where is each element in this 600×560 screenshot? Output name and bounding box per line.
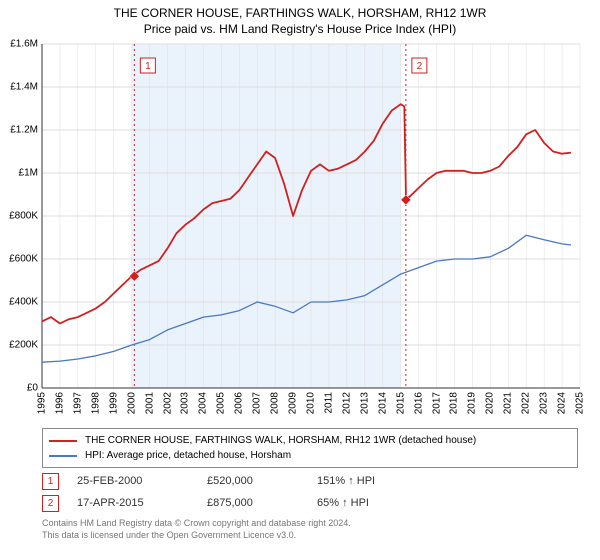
svg-text:1: 1 — [145, 61, 151, 72]
x-axis-tick-label: 2005 — [216, 392, 227, 414]
y-axis-tick-label: £200K — [9, 340, 38, 351]
x-axis-tick-label: 1995 — [37, 392, 48, 414]
x-axis-tick-label: 2000 — [126, 392, 137, 414]
sale-price-2: £875,000 — [207, 497, 317, 509]
x-axis-tick-label: 2016 — [413, 392, 424, 414]
x-axis-tick-label: 2018 — [449, 392, 460, 414]
x-axis-tick-label: 2025 — [575, 392, 586, 414]
x-axis-tick-label: 2004 — [198, 392, 209, 414]
sale-pct-2: 65% ↑ HPI — [317, 497, 467, 509]
sale-price-1: £520,000 — [207, 475, 317, 487]
footer-line-1: Contains HM Land Registry data © Crown c… — [42, 518, 351, 530]
chart-plot-area: 12 £0£200K£400K£600K£800K£1M£1.2M£1.4M£1… — [42, 44, 580, 388]
y-axis-tick-label: £1.6M — [10, 39, 38, 50]
sale-date-1: 25-FEB-2000 — [77, 475, 207, 487]
legend-swatch-subject — [49, 440, 77, 442]
chart-title-main: THE CORNER HOUSE, FARTHINGS WALK, HORSHA… — [0, 6, 600, 20]
y-axis-tick-label: £800K — [9, 211, 38, 222]
x-axis-tick-label: 2003 — [180, 392, 191, 414]
sale-date-2: 17-APR-2015 — [77, 497, 207, 509]
x-axis-tick-label: 2002 — [162, 392, 173, 414]
x-axis-tick-label: 2008 — [270, 392, 281, 414]
footer-attribution: Contains HM Land Registry data © Crown c… — [42, 518, 351, 541]
x-axis-tick-label: 2001 — [144, 392, 155, 414]
sale-marker-table: 1 25-FEB-2000 £520,000 151% ↑ HPI 2 17-A… — [42, 470, 578, 514]
x-axis-tick-label: 2013 — [359, 392, 370, 414]
y-axis-tick-label: £1.4M — [10, 82, 38, 93]
x-axis-tick-label: 2014 — [377, 392, 388, 414]
legend-label-hpi: HPI: Average price, detached house, Hors… — [85, 450, 291, 461]
y-axis-tick-label: £600K — [9, 254, 38, 265]
x-axis-tick-label: 2011 — [323, 392, 334, 414]
y-axis-tick-label: £1.2M — [10, 125, 38, 136]
x-axis-tick-label: 1999 — [108, 392, 119, 414]
line-chart-svg: 12 — [42, 44, 580, 388]
x-axis-tick-label: 2021 — [503, 392, 514, 414]
x-axis-tick-label: 2009 — [288, 392, 299, 414]
x-axis-tick-label: 2022 — [521, 392, 532, 414]
svg-text:2: 2 — [417, 61, 423, 72]
x-axis-tick-label: 1997 — [72, 392, 83, 414]
x-axis-tick-label: 2006 — [234, 392, 245, 414]
chart-title-sub: Price paid vs. HM Land Registry's House … — [0, 22, 600, 36]
legend-row-subject: THE CORNER HOUSE, FARTHINGS WALK, HORSHA… — [49, 433, 571, 448]
y-axis-tick-label: £1M — [19, 168, 38, 179]
x-axis-tick-label: 1998 — [90, 392, 101, 414]
x-axis-tick-label: 2019 — [467, 392, 478, 414]
footer-line-2: This data is licensed under the Open Gov… — [42, 530, 351, 542]
sale-row-1: 1 25-FEB-2000 £520,000 151% ↑ HPI — [42, 470, 578, 492]
sale-row-2: 2 17-APR-2015 £875,000 65% ↑ HPI — [42, 492, 578, 514]
chart-title-block: THE CORNER HOUSE, FARTHINGS WALK, HORSHA… — [0, 0, 600, 36]
x-axis-tick-label: 2010 — [306, 392, 317, 414]
legend-row-hpi: HPI: Average price, detached house, Hors… — [49, 448, 571, 463]
x-axis-tick-label: 2015 — [395, 392, 406, 414]
x-axis-tick-label: 2007 — [252, 392, 263, 414]
y-axis-tick-label: £400K — [9, 297, 38, 308]
x-axis-tick-label: 2024 — [557, 392, 568, 414]
x-axis-tick-label: 2023 — [539, 392, 550, 414]
sale-marker-badge-1: 1 — [42, 473, 59, 490]
legend-swatch-hpi — [49, 455, 77, 457]
legend-label-subject: THE CORNER HOUSE, FARTHINGS WALK, HORSHA… — [85, 435, 476, 446]
sale-marker-badge-2: 2 — [42, 495, 59, 512]
x-axis-tick-label: 1996 — [54, 392, 65, 414]
x-axis-tick-label: 2020 — [485, 392, 496, 414]
legend-box: THE CORNER HOUSE, FARTHINGS WALK, HORSHA… — [42, 428, 578, 468]
x-axis-tick-label: 2012 — [341, 392, 352, 414]
sale-pct-1: 151% ↑ HPI — [317, 475, 467, 487]
x-axis-tick-label: 2017 — [431, 392, 442, 414]
